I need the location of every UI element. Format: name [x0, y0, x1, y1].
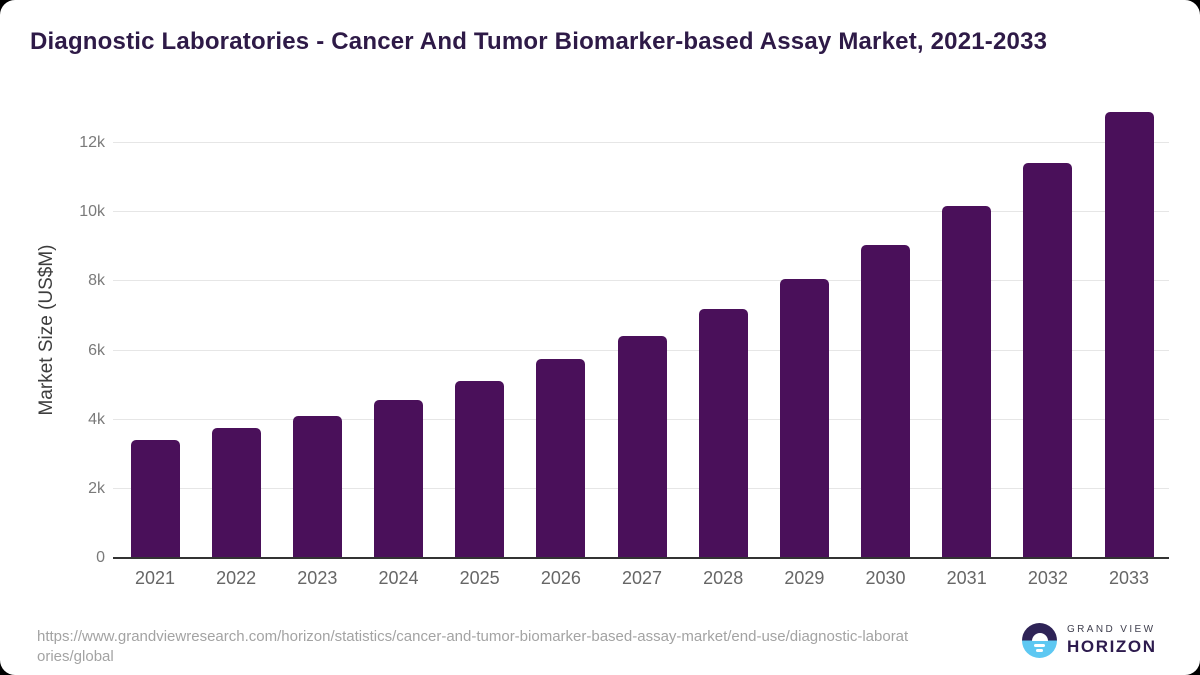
- plot-area: [113, 105, 1169, 559]
- x-tick-label-2026: 2026: [540, 568, 581, 588]
- x-tick-label-2028: 2028: [703, 568, 744, 588]
- y-axis-title: Market Size (US$M): [36, 244, 57, 416]
- x-tick-label-2031: 2031: [946, 568, 987, 588]
- brand-name-top: GRAND VIEW: [1067, 624, 1156, 635]
- horizon-reflection-line-1: [1034, 643, 1045, 647]
- source-url-line1: https://www.grandviewresearch.com/horizo…: [37, 628, 909, 645]
- x-tick-label-2021: 2021: [134, 568, 176, 588]
- bar-2023: [292, 415, 342, 558]
- horizon-sun-icon: [1022, 623, 1057, 658]
- x-tick-label-2033: 2033: [1109, 568, 1150, 588]
- bar-2031: [942, 206, 992, 558]
- bar-2025: [455, 380, 505, 558]
- y-tick-label-4k: 4k: [88, 410, 105, 428]
- x-tick-label-2023: 2023: [297, 568, 338, 588]
- x-tick-label-2022: 2022: [216, 568, 257, 588]
- bar-2028: [698, 309, 748, 558]
- bar-2022: [211, 427, 261, 558]
- x-tick-label-2025: 2025: [459, 568, 500, 588]
- bar-2030: [861, 245, 911, 558]
- y-tick-label-8k: 8k: [88, 272, 105, 290]
- brand-logo: GRAND VIEW HORIZON: [1022, 623, 1157, 658]
- y-tick-label-12k: 12k: [79, 134, 105, 152]
- gridline-10k: [113, 211, 1169, 213]
- x-tick-label-2032: 2032: [1027, 568, 1068, 588]
- x-tick-label-2030: 2030: [865, 568, 906, 588]
- brand-name-bottom: HORIZON: [1067, 637, 1157, 656]
- y-tick-label-2k: 2k: [88, 479, 105, 497]
- horizon-sun-arc: [1031, 633, 1048, 641]
- bar-2026: [536, 359, 586, 558]
- source-url: https://www.grandviewresearch.com/horizo…: [37, 627, 967, 667]
- x-axis-line: [113, 557, 1169, 559]
- x-tick-label-2029: 2029: [784, 568, 825, 588]
- horizon-reflection-line-2: [1036, 648, 1043, 652]
- bar-2029: [779, 278, 829, 558]
- x-tick-label-2027: 2027: [621, 568, 663, 588]
- bar-2024: [374, 399, 423, 558]
- y-tick-label-6k: 6k: [88, 341, 105, 359]
- gridline-12k: [113, 142, 1169, 144]
- bar-2027: [617, 336, 667, 558]
- brand-wordmark: GRAND VIEW HORIZON: [1067, 624, 1157, 657]
- x-tick-label-2024: 2024: [378, 568, 419, 588]
- bar-2021: [130, 440, 180, 558]
- y-tick-label-10k: 10k: [79, 203, 105, 221]
- chart-title: Diagnostic Laboratories - Cancer And Tum…: [30, 28, 1048, 55]
- bar-2032: [1023, 162, 1073, 558]
- source-url-line2: ories/global: [37, 648, 114, 665]
- gridline-8k: [113, 280, 1169, 282]
- y-tick-label-0: 0: [96, 549, 105, 566]
- bar-2033: [1104, 111, 1154, 558]
